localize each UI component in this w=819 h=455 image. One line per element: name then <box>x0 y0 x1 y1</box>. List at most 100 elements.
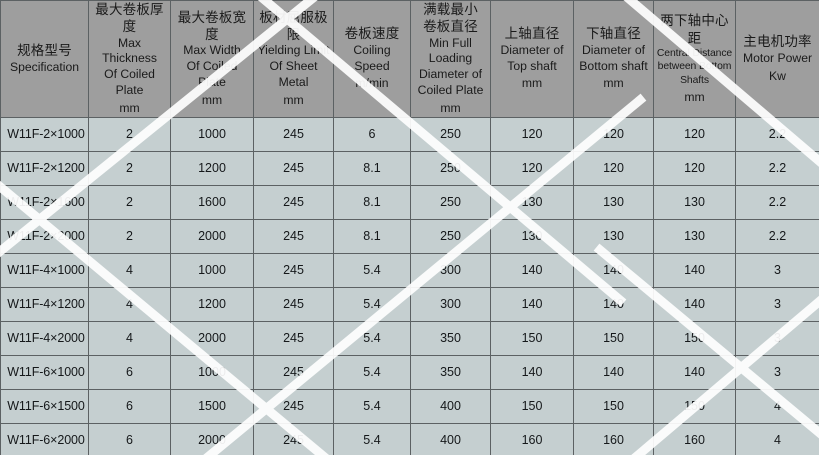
table-cell: 150 <box>573 388 654 424</box>
column-header-9: 主电机功率 Motor Power Kw <box>735 0 819 118</box>
table-cell: 140 <box>490 286 574 322</box>
table-row: W11F-6×1500 6 1500 245 5.4 400 150 150 150 4 <box>0 388 819 424</box>
cell-specification: W11F-4×2000 <box>0 320 89 356</box>
column-header-cn: 最大卷板厚度 <box>95 2 164 35</box>
table-cell: 4 <box>735 422 819 455</box>
table-cell: 6 <box>88 354 171 390</box>
table-cell: 2.2 <box>735 150 819 186</box>
column-header-en: Motor Power <box>742 50 813 65</box>
column-header-en: Bottom shaft <box>579 58 648 73</box>
table-cell: 5.4 <box>333 422 411 455</box>
table-cell: 130 <box>490 184 574 220</box>
table-cell: 2 <box>88 218 171 254</box>
column-header-en: Max Width <box>183 43 241 58</box>
table-cell: 2.2 <box>735 116 819 152</box>
table-cell: 2 <box>88 116 171 152</box>
table-cell: 140 <box>573 354 654 390</box>
table-cell: 140 <box>573 286 654 322</box>
table-cell: 2000 <box>170 218 254 254</box>
table-cell: 250 <box>410 184 491 220</box>
column-header-8: 两下轴中心距 Central Distance between Bottom Shaf… <box>653 0 736 118</box>
cell-specification: W11F-4×1200 <box>0 286 89 322</box>
table-cell: 120 <box>653 150 736 186</box>
column-header-unit: Kw <box>769 68 786 83</box>
table-cell: 245 <box>253 320 334 356</box>
table-cell: 245 <box>253 184 334 220</box>
table-cell: 140 <box>490 354 574 390</box>
table-cell: 2 <box>88 150 171 186</box>
table-cell: 150 <box>653 388 736 424</box>
table-row: W11F-2×1600 2 1600 245 8.1 250 130 130 130 2.2 <box>0 184 819 220</box>
table-row: W11F-6×2000 6 2000 245 5.4 400 160 160 160 4 <box>0 422 819 455</box>
column-header-cn: 下轴直径 <box>586 26 641 42</box>
table-row: W11F-4×1200 4 1200 245 5.4 300 140 140 140 3 <box>0 286 819 322</box>
cell-specification: W11F-6×1500 <box>0 388 89 424</box>
table-cell: 150 <box>573 320 654 356</box>
table-cell: 8.1 <box>333 150 411 186</box>
table-cell: 120 <box>653 116 736 152</box>
column-header-cn: 最大卷板宽度 <box>177 9 247 43</box>
table-cell: 3 <box>735 252 819 288</box>
table-cell: 250 <box>410 150 491 186</box>
column-header-en: Coiling Speed <box>353 42 391 73</box>
column-header-cn: 主电机功率 <box>743 34 812 50</box>
table-cell: 6 <box>88 422 171 455</box>
column-header-en: Of Coiled Plate <box>186 59 238 90</box>
table-row: W11F-4×2000 4 2000 245 5.4 350 150 150 150 3 <box>0 320 819 356</box>
table-cell: 1500 <box>170 388 254 424</box>
column-header-cn: 满载最小 <box>423 2 478 17</box>
table-cell: 1000 <box>170 116 254 152</box>
table-row: W11F-2×1200 2 1200 245 8.1 250 120 120 120 2.2 <box>0 150 819 186</box>
column-header-cn: 卷板直径 <box>423 19 478 35</box>
column-header-7: 下轴直径 Diameter of Bottom shaft mm <box>573 0 654 118</box>
table-cell: 350 <box>410 320 491 356</box>
table-row: W11F-4×1000 4 1000 245 5.4 300 140 140 140 3 <box>0 252 819 288</box>
table-cell: 350 <box>410 354 491 390</box>
table-cell: 120 <box>490 116 574 152</box>
table-cell: 2000 <box>170 320 254 356</box>
table-row: W11F-2×1000 2 1000 245 6 250 120 120 120 2.2 <box>0 116 819 152</box>
table-cell: 140 <box>653 286 736 322</box>
table-cell: 245 <box>253 422 334 455</box>
column-header-unit: mm <box>440 100 461 115</box>
table-cell: 2 <box>88 184 171 220</box>
table-cell: 160 <box>573 422 654 455</box>
table-cell: 4 <box>735 388 819 424</box>
table-cell: 245 <box>253 286 334 322</box>
table-cell: 245 <box>253 218 334 254</box>
cell-specification: W11F-4×1000 <box>0 252 89 288</box>
table-cell: 130 <box>573 218 654 254</box>
table-cell: 2.2 <box>735 218 819 254</box>
column-header-en: Of Sheet Metal <box>269 59 318 90</box>
table-cell: 150 <box>490 388 574 424</box>
column-header-cn: 规格型号 <box>17 43 72 59</box>
column-header-en: Max Thickness <box>102 35 157 66</box>
table-row: W11F-6×1000 6 1000 245 5.4 350 140 140 140 3 <box>0 354 819 390</box>
column-header-en: Diameter of <box>419 67 482 82</box>
column-header-en: Top shaft <box>507 58 557 73</box>
column-header-unit: mm <box>201 93 223 108</box>
table-cell: 120 <box>490 150 574 186</box>
table-cell: 2.2 <box>735 184 819 220</box>
column-header-1: 最大卷板厚度 Max Thickness Of Coiled Plate mm <box>88 0 171 118</box>
column-header-cn: 卷板速度 <box>344 26 400 42</box>
table-cell: 8.1 <box>333 184 411 220</box>
table-cell: 4 <box>88 320 171 356</box>
table-cell: 140 <box>653 354 736 390</box>
table-cell: 130 <box>653 184 736 220</box>
table-cell: 150 <box>490 320 574 356</box>
table-cell: 4 <box>88 252 171 288</box>
column-header-en: Diameter of <box>582 42 645 57</box>
cell-specification: W11F-2×2000 <box>0 218 89 254</box>
column-header-0: 规格型号 Specification <box>0 0 89 118</box>
table-cell: 245 <box>253 388 334 424</box>
column-header-en: Min Full Loading <box>428 35 473 66</box>
column-header-unit: mm <box>283 93 304 108</box>
table-cell: 5.4 <box>333 354 411 390</box>
table-cell: 130 <box>573 184 654 220</box>
column-header-en: Shafts <box>680 75 709 86</box>
column-header-2: 最大卷板宽度 Max Width Of Coiled Plate mm <box>170 0 254 118</box>
column-header-unit: m/min <box>355 76 389 91</box>
